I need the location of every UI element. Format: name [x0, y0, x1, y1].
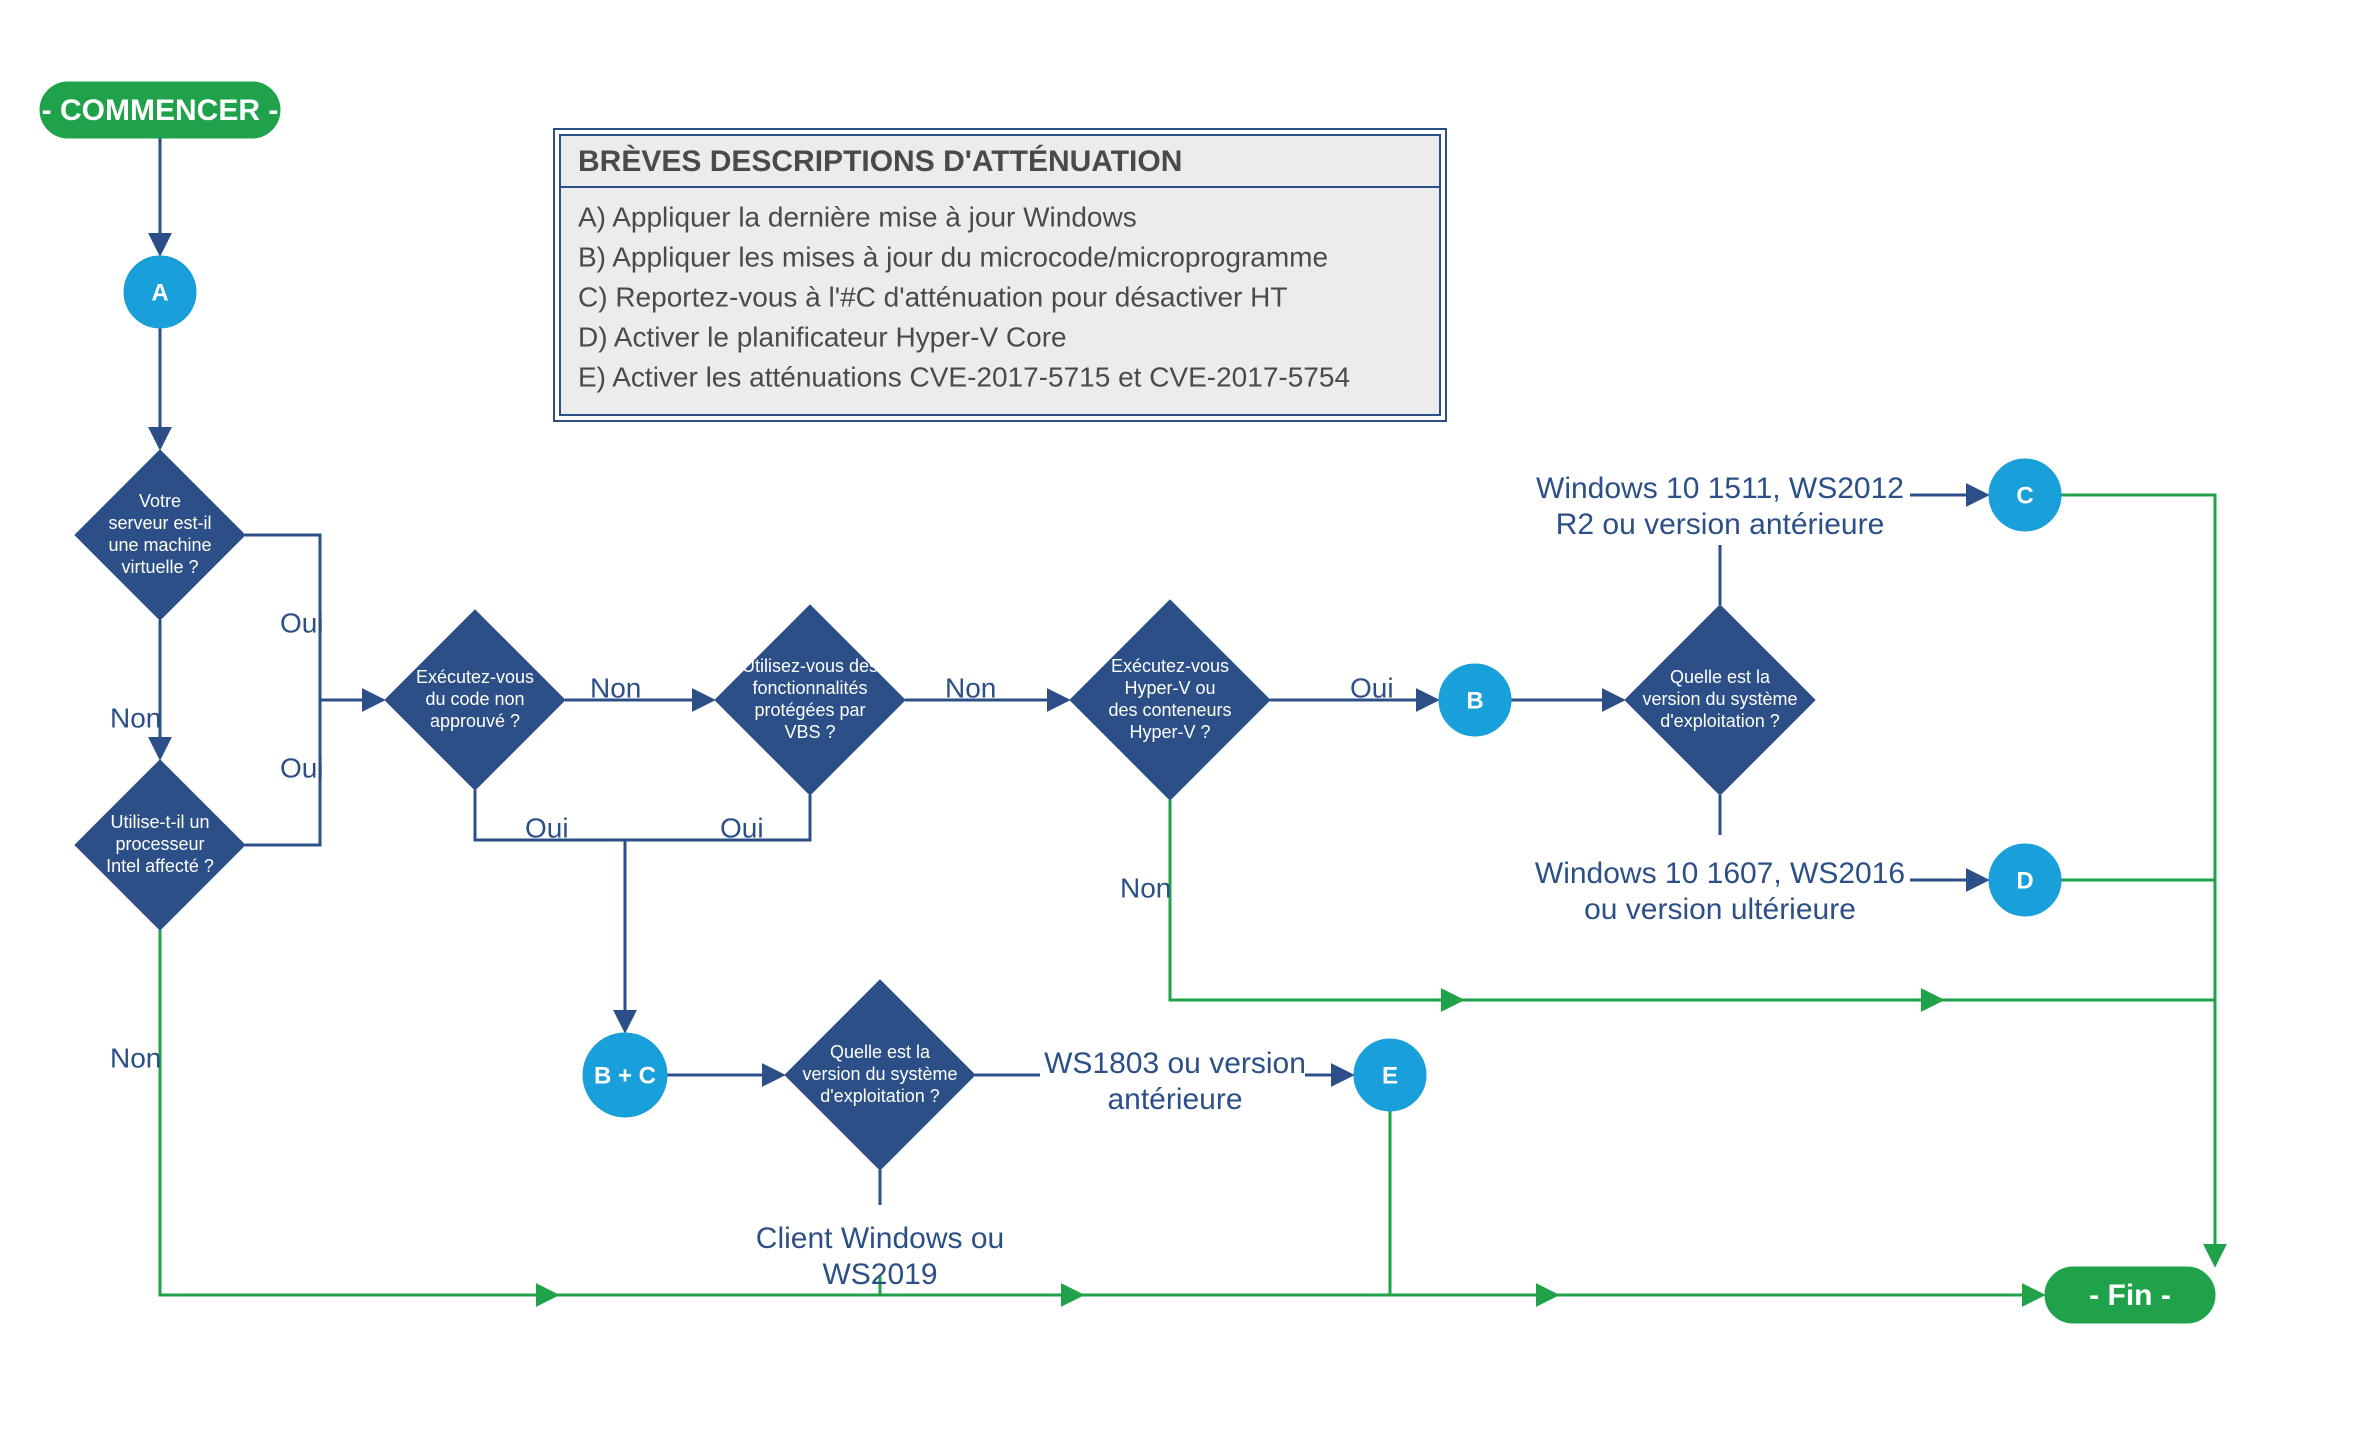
diamond-vbs-line0: Utilisez-vous des	[742, 656, 878, 676]
circle-A-label: A	[151, 279, 168, 306]
diamond-hyperv-line1: Hyper-V ou	[1124, 678, 1215, 698]
legend-item-3: D) Activer le planificateur Hyper-V Core	[578, 321, 1067, 352]
diamond-vm-line3: virtuelle ?	[121, 557, 198, 577]
circle-BC-label: B + C	[594, 1062, 656, 1089]
edge-label-hv_oui: Oui	[1350, 672, 1394, 703]
circle-D-label: D	[2016, 867, 2033, 894]
os-label-win1511-1: R2 ou version antérieure	[1556, 508, 1885, 541]
os-label-win1607-0: Windows 10 1607, WS2016	[1535, 857, 1905, 890]
diamond-os2-line2: d'exploitation ?	[820, 1086, 940, 1106]
diamond-intel-line2: Intel affecté ?	[106, 856, 214, 876]
flowchart: - COMMENCER - - Fin - A B B + C E C D Votreserve…	[0, 0, 2362, 1439]
diamond-os1-line0: Quelle est la	[1670, 667, 1771, 687]
diamond-hyperv-line2: des conteneurs	[1108, 700, 1231, 720]
diamond-os1-line1: version du système	[1642, 689, 1797, 709]
os-label-win1607-1: ou version ultérieure	[1584, 893, 1856, 926]
diamond-code-line1: du code non	[425, 689, 524, 709]
edge-label-vm_non: Non	[110, 702, 161, 733]
os-label-win1511-0: Windows 10 1511, WS2012	[1536, 472, 1904, 505]
os-label-ws1803-1: antérieure	[1107, 1083, 1242, 1116]
edge-label-vbs_oui: Oui	[720, 812, 764, 843]
legend-item-0: A) Appliquer la dernière mise à jour Win…	[578, 201, 1137, 232]
edge-label-hv_non: Non	[1120, 872, 1171, 903]
diamond-hyperv-line0: Exécutez-vous	[1111, 656, 1229, 676]
diamond-os2-line0: Quelle est la	[830, 1042, 931, 1062]
os-label-ws2019-1: WS2019	[822, 1258, 937, 1291]
diamond-code-line0: Exécutez-vous	[416, 667, 534, 687]
circle-C-label: C	[2016, 482, 2033, 509]
diamond-hyperv-line3: Hyper-V ?	[1129, 722, 1210, 742]
legend-item-4: E) Activer les atténuations CVE-2017-571…	[578, 361, 1350, 392]
diamond-os2-line1: version du système	[802, 1064, 957, 1084]
legend-item-1: B) Appliquer les mises à jour du microco…	[578, 241, 1328, 272]
diamond-vm-line2: une machine	[108, 535, 211, 555]
diamond-vbs-line2: protégées par	[754, 700, 865, 720]
edge-label-code_non: Non	[590, 672, 641, 703]
diamond-code-line2: approuvé ?	[430, 711, 520, 731]
circle-E-label: E	[1382, 1062, 1398, 1089]
diamond-os1-line2: d'exploitation ?	[1660, 711, 1780, 731]
diamond-vbs-line1: fonctionnalités	[752, 678, 867, 698]
diamond-intel-line1: processeur	[115, 834, 204, 854]
diamond-intel-line0: Utilise-t-il un	[110, 812, 209, 832]
diamond-vm-line1: serveur est-il	[108, 513, 211, 533]
legend-item-2: C) Reportez-vous à l'#C d'atténuation po…	[578, 281, 1287, 312]
terminator-end-label: - Fin -	[2089, 1279, 2171, 1312]
diamond-vbs-line3: VBS ?	[784, 722, 835, 742]
edge-label-vbs_non: Non	[945, 672, 996, 703]
os-label-ws1803-0: WS1803 ou version	[1044, 1047, 1306, 1080]
circle-B-label: B	[1466, 687, 1483, 714]
legend-title: BRÈVES DESCRIPTIONS D'ATTÉNUATION	[578, 144, 1182, 178]
terminator-start-label: - COMMENCER -	[42, 94, 279, 127]
edge-label-intel_non: Non	[110, 1042, 161, 1073]
diamond-vm-line0: Votre	[139, 491, 181, 511]
edge-label-intel_oui: Oui	[280, 752, 324, 783]
edge-label-code_oui: Oui	[525, 812, 569, 843]
edge-label-vm_oui: Oui	[280, 607, 324, 638]
os-label-ws2019-0: Client Windows ou	[756, 1222, 1004, 1255]
